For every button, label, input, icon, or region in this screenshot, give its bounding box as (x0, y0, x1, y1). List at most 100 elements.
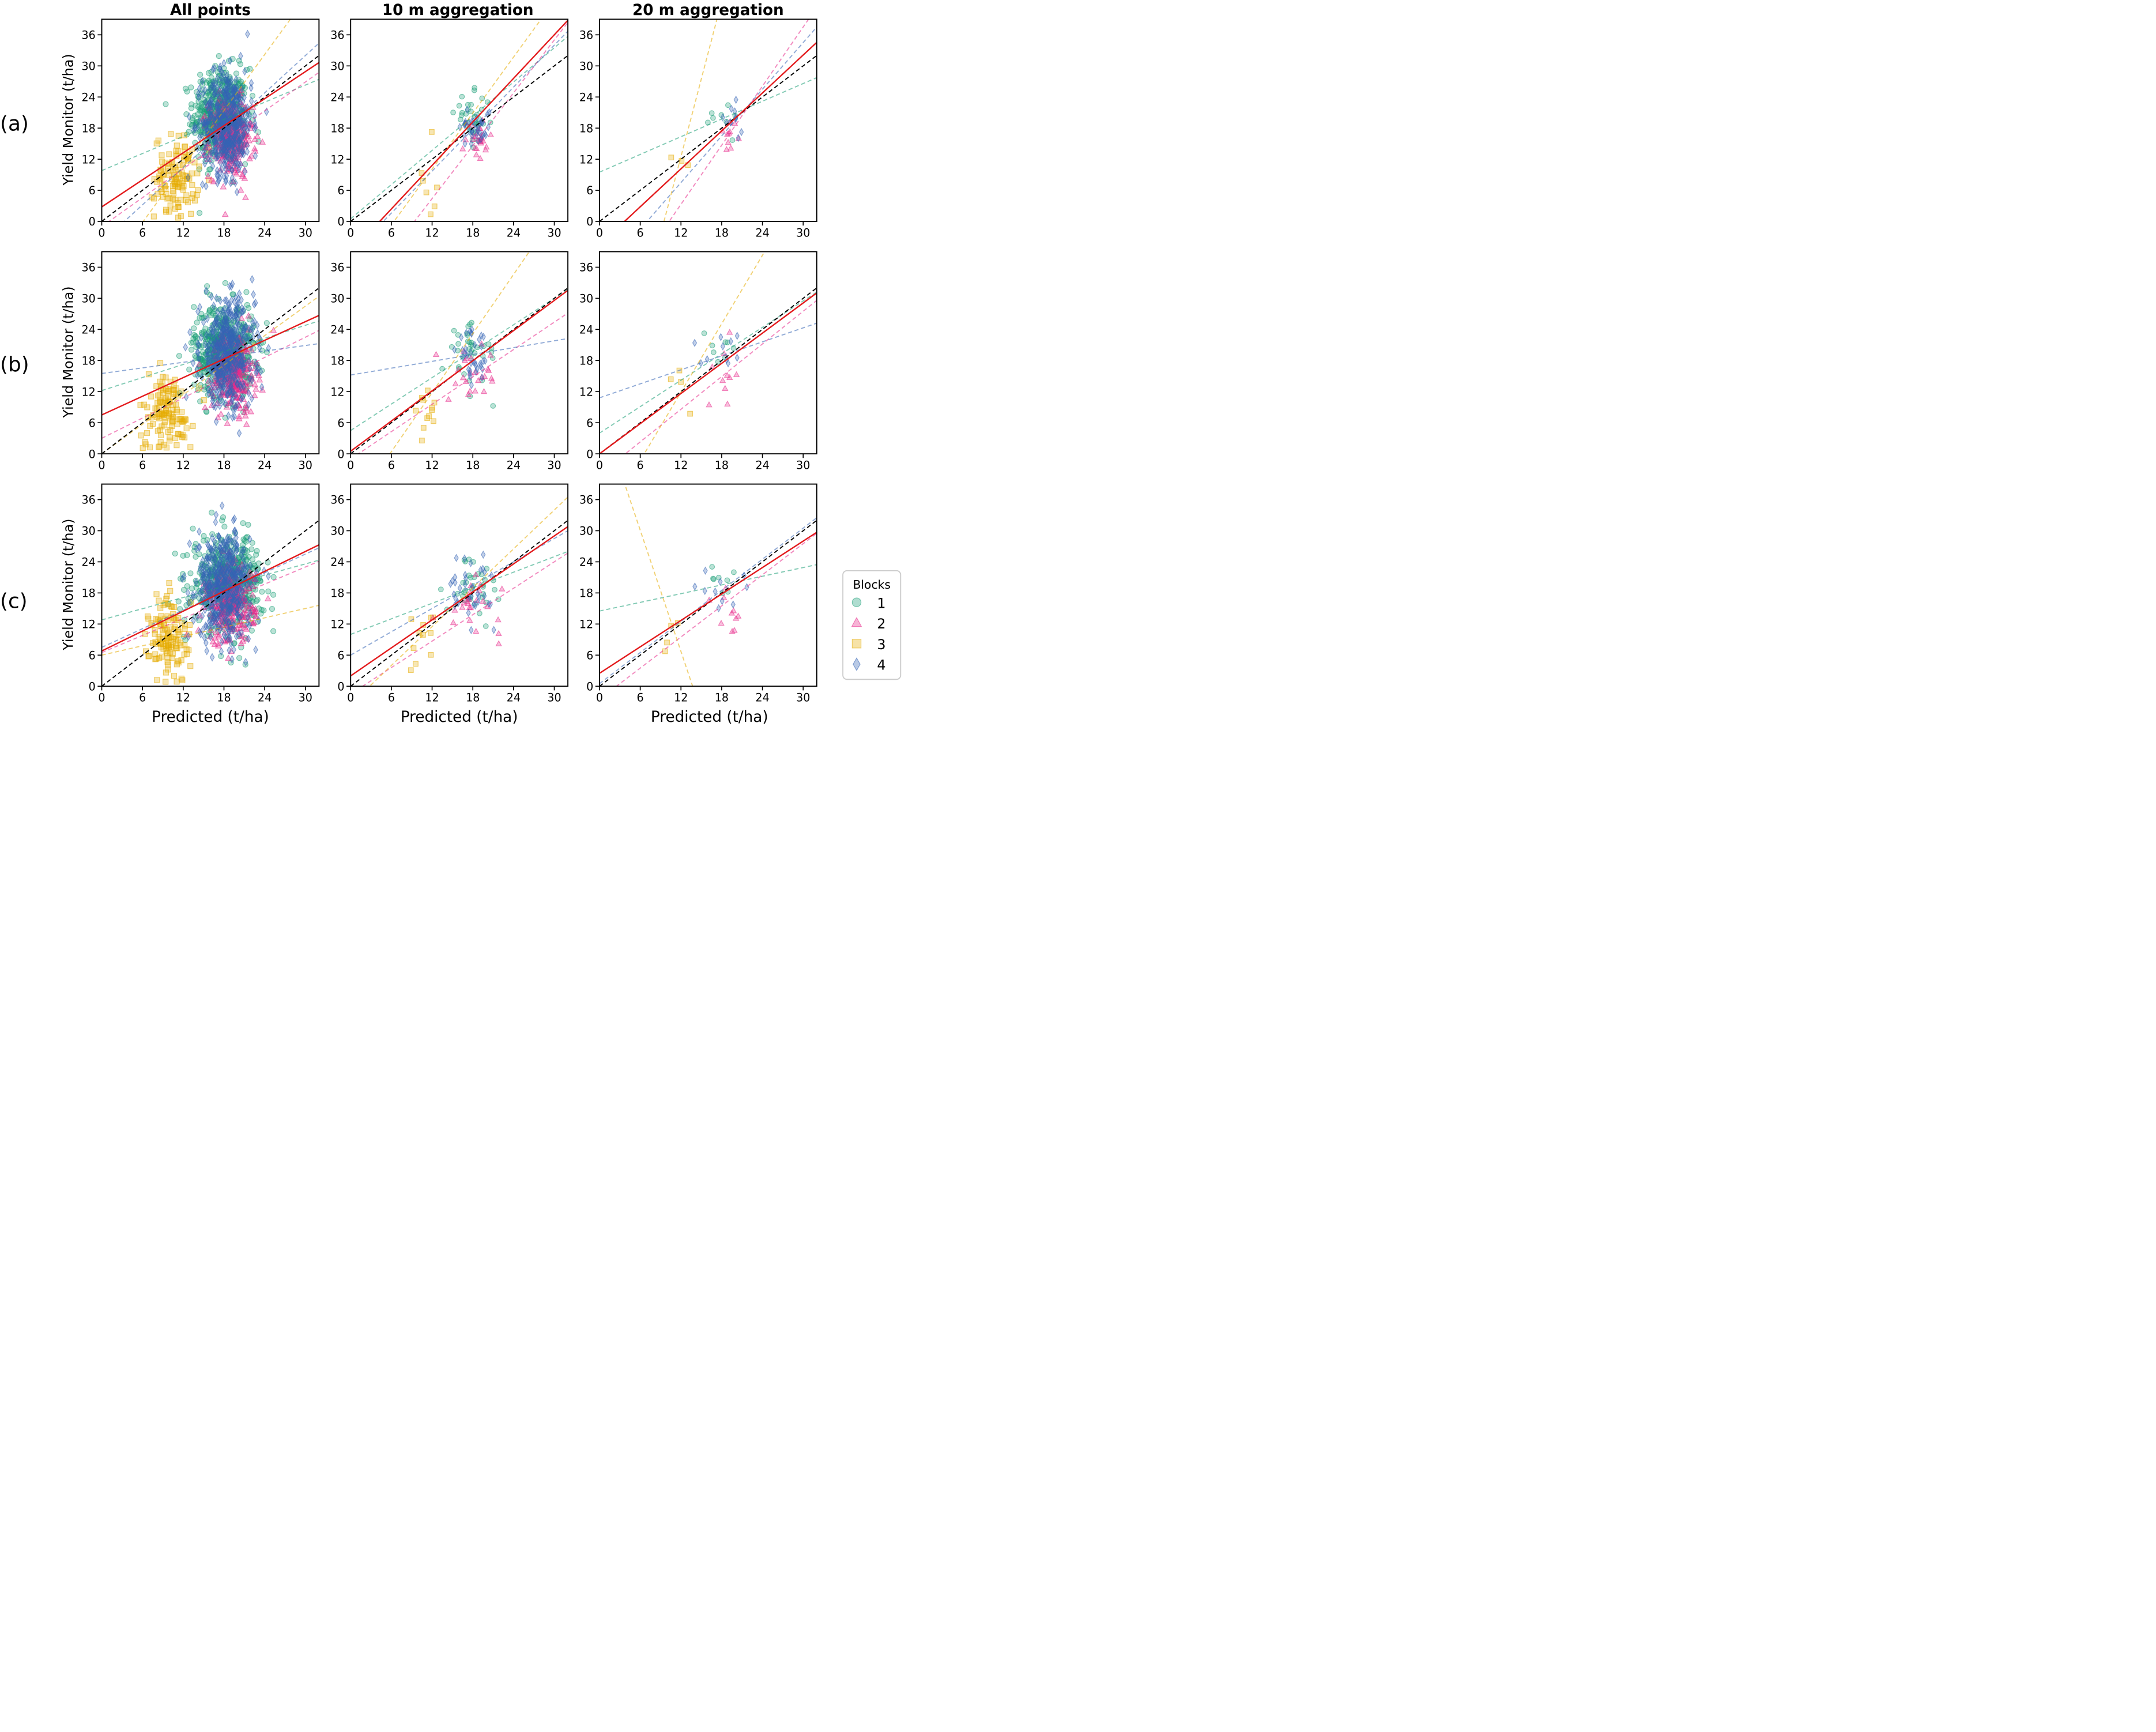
point-block-3 (668, 376, 674, 382)
point-block-4 (266, 344, 272, 353)
point-block-3 (163, 386, 169, 393)
point-block-3 (147, 423, 153, 429)
point-block-4 (203, 286, 209, 295)
y-tick-label: 12 (579, 618, 593, 631)
y-axis-label-c: Yield Monitor (t/ha) (60, 519, 76, 651)
point-block-3 (145, 615, 152, 622)
panel-frame (101, 251, 320, 455)
point-block-4 (223, 363, 228, 372)
point-block-1 (196, 210, 203, 216)
point-block-3 (159, 411, 165, 417)
point-block-4 (454, 554, 459, 562)
point-block-4 (718, 333, 723, 341)
point-block-4 (220, 69, 226, 78)
x-tick-label: 12 (425, 227, 439, 239)
y-tick-label: 18 (579, 122, 593, 135)
plot-area (350, 496, 568, 687)
point-block-4 (704, 355, 710, 364)
point-block-1 (489, 355, 496, 361)
point-block-4 (216, 371, 221, 380)
column-title-20m: 20 m aggregation (632, 2, 784, 19)
point-block-4 (224, 390, 230, 400)
point-block-1 (193, 333, 199, 340)
point-block-4 (220, 307, 225, 316)
point-block-2 (727, 144, 734, 151)
x-tick-label: 6 (637, 459, 644, 472)
point-block-2 (722, 385, 729, 391)
x-tick-label: 12 (674, 459, 688, 472)
point-block-4 (210, 381, 216, 390)
y-tick-label: 18 (330, 355, 344, 367)
point-block-2 (432, 351, 440, 357)
x-tick-label: 6 (388, 459, 395, 472)
point-block-3 (150, 213, 157, 220)
point-block-2 (256, 376, 263, 383)
one-to-one-line (350, 287, 568, 454)
point-block-4 (209, 101, 214, 111)
x-tick-label: 6 (139, 691, 146, 704)
point-block-3 (180, 186, 186, 193)
point-block-3 (175, 214, 182, 221)
point-block-3 (152, 656, 159, 662)
point-block-3 (161, 419, 168, 425)
point-block-4 (481, 332, 486, 341)
point-block-3 (419, 438, 425, 443)
point-block-2 (259, 138, 266, 145)
panel-frame (598, 251, 817, 455)
point-block-4 (252, 298, 258, 307)
fit-line-block-3 (624, 484, 693, 687)
point-block-2 (237, 186, 244, 193)
point-block-2 (499, 585, 506, 592)
point-block-2 (719, 376, 726, 383)
point-block-1 (710, 349, 717, 355)
x-tick-label: 24 (258, 691, 272, 704)
y-tick-label: 6 (337, 649, 344, 662)
point-block-4 (255, 329, 261, 338)
point-block-3 (172, 181, 179, 187)
point-block-3 (179, 409, 185, 415)
x-tick-label: 30 (796, 691, 810, 704)
point-block-4 (485, 123, 491, 131)
point-block-3 (428, 630, 434, 636)
point-block-3 (176, 416, 183, 422)
point-block-2 (470, 133, 477, 139)
x-tick-label: 18 (715, 691, 729, 704)
y-tick-label: 18 (579, 588, 593, 600)
panel-frame (101, 18, 320, 222)
point-block-3 (165, 642, 171, 649)
point-block-4 (250, 318, 255, 327)
point-block-4 (244, 118, 249, 127)
point-block-4 (230, 393, 236, 402)
x-tick-label: 0 (347, 227, 354, 239)
point-block-2 (708, 363, 716, 370)
y-tick-label: 12 (579, 386, 593, 398)
point-block-4 (703, 566, 708, 575)
point-block-1 (182, 85, 189, 92)
point-block-1 (163, 101, 169, 107)
point-block-3 (189, 170, 195, 176)
point-block-2 (452, 380, 459, 386)
point-block-2 (487, 131, 495, 138)
one-to-one-line (350, 55, 568, 222)
point-block-2 (733, 371, 740, 378)
x-tick-label: 18 (715, 459, 729, 472)
point-block-1 (472, 85, 478, 91)
point-block-3 (159, 159, 165, 165)
point-block-4 (252, 151, 258, 160)
point-block-4 (224, 336, 229, 345)
point-block-4 (242, 140, 247, 149)
point-block-3 (178, 657, 184, 664)
point-block-4 (246, 400, 251, 409)
point-block-4 (258, 367, 263, 376)
point-block-2 (495, 616, 502, 623)
panel-frame (598, 18, 817, 222)
point-block-4 (212, 137, 217, 146)
point-block-3 (182, 143, 189, 150)
point-block-2 (726, 329, 733, 335)
point-block-3 (154, 392, 161, 399)
y-tick-label: 12 (330, 618, 344, 631)
point-block-1 (729, 137, 736, 143)
y-tick-label: 0 (89, 216, 96, 228)
